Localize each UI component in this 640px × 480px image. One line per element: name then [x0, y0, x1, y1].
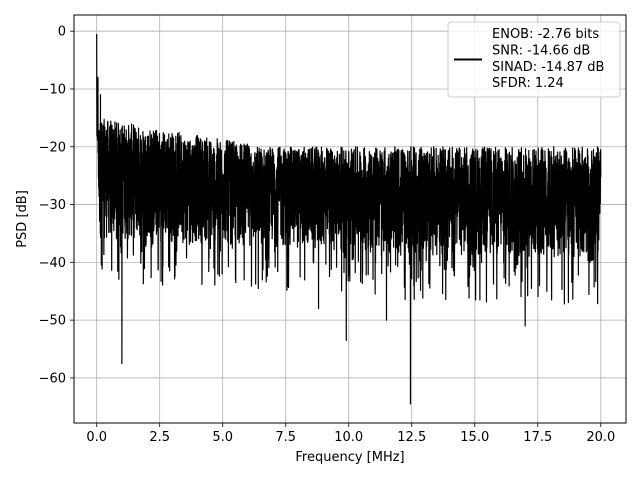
legend-box: [447, 21, 621, 98]
plot-frame: [73, 14, 627, 424]
y-axis-label: PSD [dB]: [15, 190, 30, 248]
series-layer: [96, 34, 602, 405]
x-tick-label: 15.0: [460, 430, 489, 445]
x-tick-label: 2.5: [149, 430, 170, 445]
legend-entry-line: ENOB: -2.76 bits: [492, 27, 599, 42]
y-tick-label: −60: [39, 371, 66, 386]
y-tick-label: −50: [39, 314, 66, 329]
legend-entry-line: SFDR: 1.24: [492, 76, 564, 91]
x-tick-label: 5.0: [212, 430, 233, 445]
y-axis: 0 −10 −20 −30 −40 −50 −60: [39, 25, 74, 386]
y-tick-label: −30: [39, 198, 66, 213]
y-tick-label: 0: [58, 25, 66, 40]
y-tick-label: −20: [39, 140, 66, 155]
x-tick-label: 20.0: [586, 430, 615, 445]
legend-entry-line: SINAD: -14.87 dB: [492, 60, 604, 75]
x-axis: 0.0 2.5 5.0 7.5 10.0 12.5 15.0 17.5 20.0: [86, 423, 615, 445]
x-tick-label: 12.5: [397, 430, 426, 445]
x-tick-label: 17.5: [523, 430, 552, 445]
x-tick-label: 7.5: [275, 430, 296, 445]
legend: ENOB: -2.76 bits SNR: -14.66 dB SINAD: -14…: [447, 21, 621, 98]
psd-series-line: [96, 34, 602, 405]
legend-entry-line: SNR: -14.66 dB: [492, 43, 590, 58]
x-axis-label: Frequency [MHz]: [295, 450, 404, 465]
x-tick-label: 0.0: [86, 430, 107, 445]
y-tick-label: −10: [39, 82, 66, 97]
x-tick-label: 10.0: [334, 430, 363, 445]
y-tick-label: −40: [39, 256, 66, 271]
legend-entry: ENOB: -2.76 bits SNR: -14.66 dB SINAD: -14…: [492, 27, 604, 91]
